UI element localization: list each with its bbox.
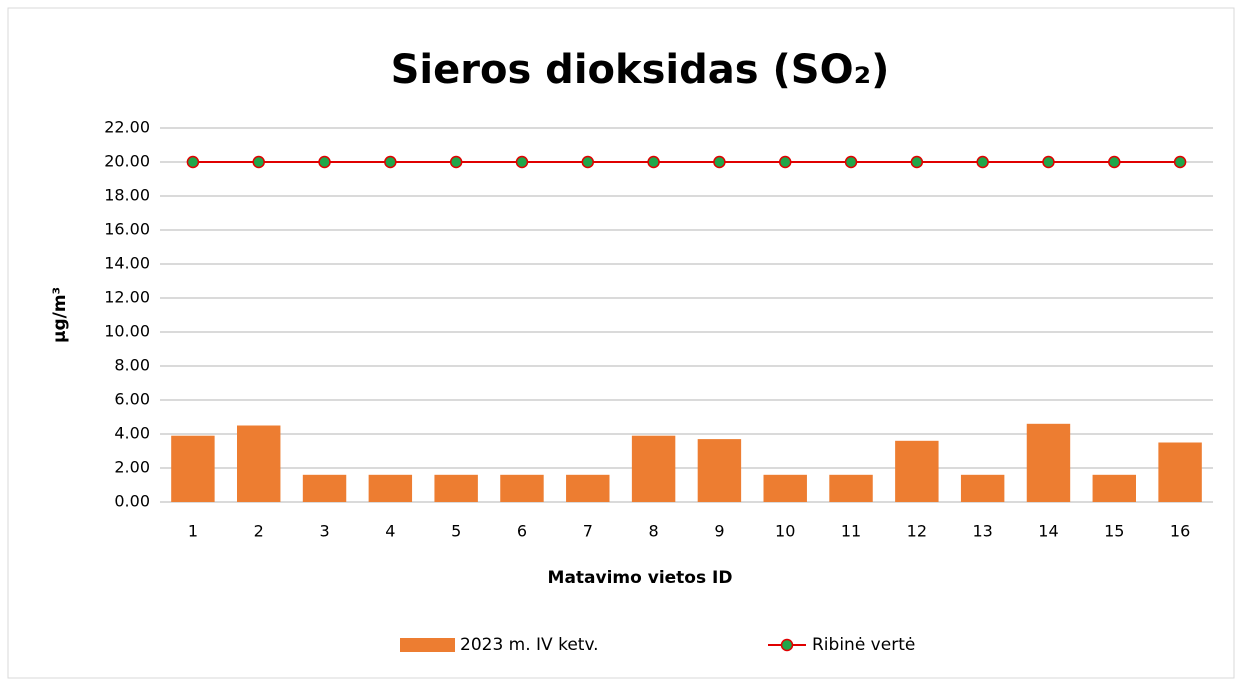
y-tick-label: 20.00 xyxy=(104,152,150,171)
y-tick-label: 8.00 xyxy=(114,356,150,375)
line-marker xyxy=(844,155,858,169)
line-marker xyxy=(713,155,726,169)
y-tick-label: 4.00 xyxy=(114,424,150,443)
bar xyxy=(368,474,413,502)
y-tick-label: 0.00 xyxy=(114,492,150,511)
bar xyxy=(434,474,478,502)
y-axis-label: µg/m³ xyxy=(50,287,70,343)
legend-label: 2023 m. IV ketv. xyxy=(460,635,599,655)
line-marker xyxy=(186,155,200,169)
x-tick-label: 8 xyxy=(649,522,659,541)
bar xyxy=(171,435,215,502)
bar xyxy=(500,474,544,502)
chart-frame xyxy=(7,7,1235,679)
line-marker xyxy=(910,155,924,169)
line-marker xyxy=(449,155,463,169)
y-tick-label: 2.00 xyxy=(114,458,150,477)
line-marker xyxy=(647,155,660,169)
bar xyxy=(1092,474,1136,502)
x-tick-label: 10 xyxy=(775,522,795,541)
chart-title: Sieros dioksidas (SO₂) xyxy=(391,47,890,93)
x-tick-label: 6 xyxy=(517,522,527,541)
bar xyxy=(1026,423,1071,502)
legend-marker xyxy=(780,638,794,652)
x-tick-label: 15 xyxy=(1104,522,1124,541)
x-tick-label: 9 xyxy=(714,522,724,541)
bar xyxy=(895,440,939,502)
bar xyxy=(302,474,347,502)
line-marker xyxy=(778,155,792,169)
legend-label: Ribinė vertė xyxy=(812,635,915,655)
bar xyxy=(237,425,281,502)
bar xyxy=(763,474,807,502)
bar xyxy=(566,474,610,502)
line-marker xyxy=(976,155,989,169)
line-marker xyxy=(1108,155,1121,169)
line-marker xyxy=(384,155,397,169)
y-tick-label: 16.00 xyxy=(104,220,150,239)
x-tick-label: 5 xyxy=(451,522,461,541)
x-tick-label: 2 xyxy=(254,522,264,541)
bar xyxy=(631,435,676,502)
bar xyxy=(960,474,1005,502)
x-tick-label: 16 xyxy=(1170,522,1190,541)
y-tick-label: 22.00 xyxy=(104,118,150,137)
line-marker xyxy=(1173,155,1187,169)
y-tick-label: 14.00 xyxy=(104,254,150,273)
x-tick-label: 1 xyxy=(188,522,198,541)
y-tick-label: 18.00 xyxy=(104,186,150,205)
bar xyxy=(697,439,742,502)
x-tick-label: 7 xyxy=(583,522,593,541)
line-marker xyxy=(1042,155,1055,169)
line-marker xyxy=(318,155,331,169)
x-tick-label: 13 xyxy=(972,522,992,541)
legend-swatch xyxy=(400,638,455,652)
line-marker xyxy=(252,155,265,169)
bar xyxy=(1158,442,1202,502)
x-tick-label: 3 xyxy=(319,522,329,541)
x-tick-label: 14 xyxy=(1038,522,1058,541)
x-tick-label: 12 xyxy=(907,522,927,541)
y-tick-label: 6.00 xyxy=(114,390,150,409)
x-tick-label: 4 xyxy=(385,522,395,541)
y-tick-label: 12.00 xyxy=(104,288,150,307)
bar xyxy=(829,474,873,502)
x-axis-label: Matavimo vietos ID xyxy=(548,568,733,588)
line-marker xyxy=(515,155,529,169)
line-marker xyxy=(581,155,595,169)
y-tick-label: 10.00 xyxy=(104,322,150,341)
x-tick-label: 11 xyxy=(841,522,861,541)
